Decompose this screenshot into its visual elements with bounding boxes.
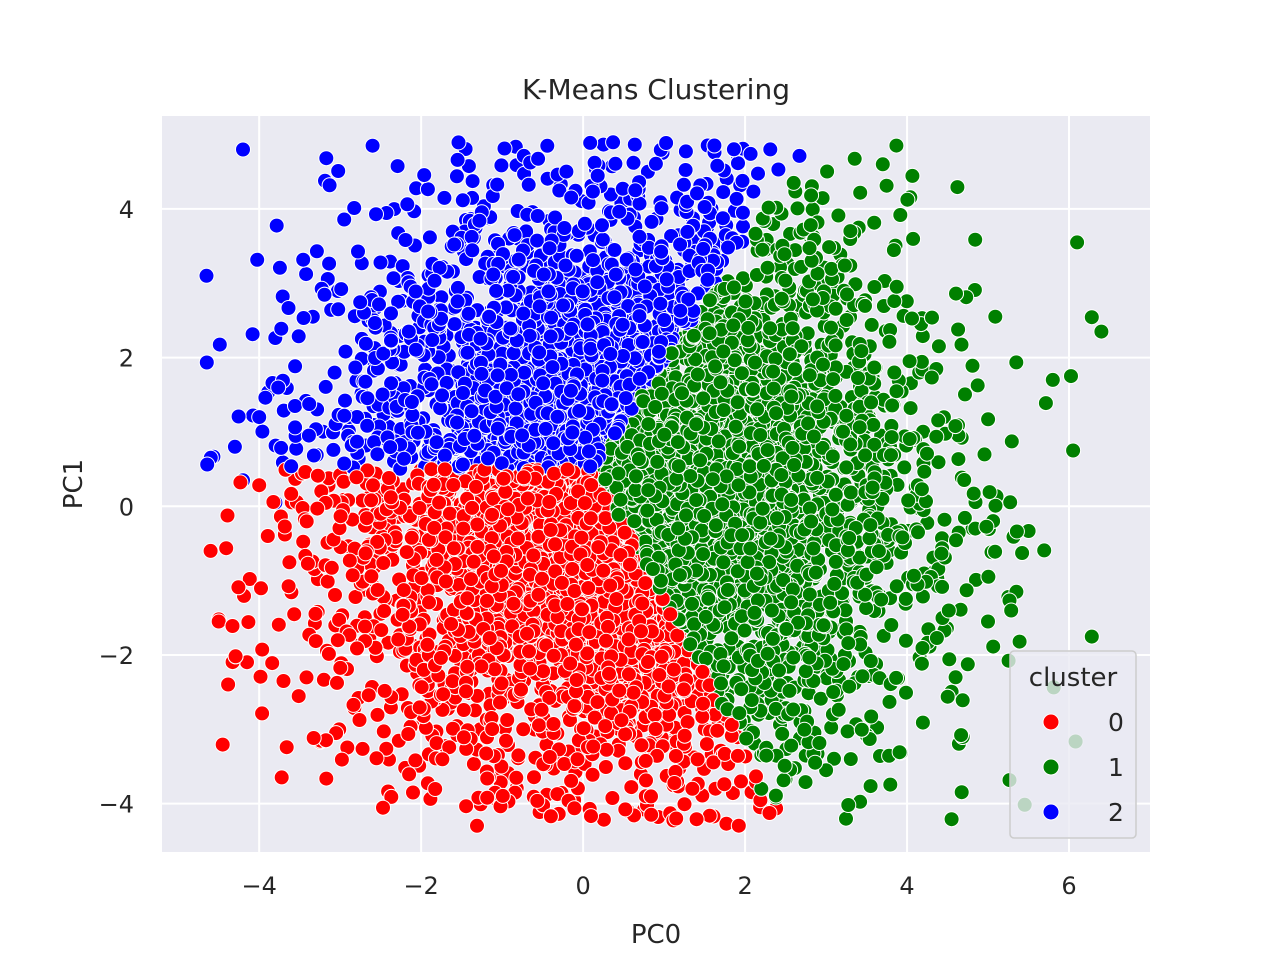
scatter-point [914, 714, 931, 731]
scatter-point [493, 157, 510, 174]
scatter-point [898, 684, 914, 701]
scatter-point [469, 817, 485, 834]
scatter-point [337, 392, 353, 409]
scatter-point [948, 532, 964, 549]
scatter-point [515, 721, 532, 738]
scatter-point [496, 140, 513, 157]
scatter-point [298, 669, 315, 686]
scatter-point [280, 300, 297, 316]
scatter-point [987, 308, 1004, 325]
scatter-point [1003, 433, 1020, 450]
scatter-point [930, 412, 947, 429]
scatter-point [959, 656, 976, 673]
scatter-point [631, 195, 648, 212]
scatter-point [638, 772, 654, 789]
scatter-point [218, 540, 235, 557]
scatter-point [698, 736, 715, 753]
scatter-point [281, 554, 298, 571]
scatter-point [198, 267, 215, 284]
scatter-point [369, 706, 386, 723]
scatter-point [449, 279, 466, 296]
scatter-point [1069, 234, 1086, 251]
scatter-point [1002, 494, 1019, 511]
scatter-point [330, 163, 347, 179]
scatter-point [317, 378, 334, 395]
scatter-point [307, 605, 324, 622]
scatter-point [419, 181, 436, 198]
scatter-point [965, 485, 982, 502]
scatter-point [863, 708, 880, 725]
scatter-point [987, 497, 1004, 514]
scatter-point [886, 293, 903, 310]
scatter-point [290, 328, 307, 345]
scatter-point [936, 511, 953, 528]
scatter-point [1011, 633, 1028, 650]
scatter-point [465, 756, 482, 772]
scatter-point [930, 338, 947, 355]
scatter-point [888, 137, 905, 154]
scatter-point [287, 358, 304, 375]
scatter-point [797, 774, 814, 791]
scatter-point [838, 312, 855, 328]
scatter-point [226, 438, 243, 455]
scatter-point [897, 632, 914, 649]
scatter-point [947, 669, 964, 686]
scatter-point [985, 638, 1002, 655]
scatter-point [913, 655, 930, 672]
scatter-point [953, 727, 970, 744]
scatter-point [1036, 542, 1053, 559]
scatter-point [676, 796, 693, 813]
data-points [198, 134, 1110, 834]
scatter-point [1008, 354, 1025, 371]
scatter-point [448, 168, 465, 185]
scatter-point [295, 533, 312, 550]
scatter-point [214, 736, 231, 753]
scatter-point [730, 155, 746, 172]
scatter-point [899, 191, 916, 208]
scatter-point [677, 143, 694, 160]
scatter-point [330, 301, 347, 318]
scatter-point [941, 651, 958, 668]
scatter-point [896, 459, 913, 476]
scatter-point [597, 759, 614, 775]
scatter-point [745, 183, 762, 200]
scatter-point [347, 589, 364, 605]
scatter-point [254, 423, 271, 440]
scatter-point [325, 441, 342, 458]
scatter-point [542, 808, 559, 825]
scatter-point [551, 182, 568, 199]
scatter-point [333, 751, 350, 768]
scatter-point [874, 156, 891, 173]
scatter-point [1044, 371, 1061, 388]
scatter-point [750, 165, 766, 182]
scatter-point [1063, 368, 1079, 385]
scatter-point [351, 712, 368, 728]
scatter-point [882, 776, 899, 793]
scatter-point [950, 451, 967, 468]
scatter-point [345, 696, 362, 713]
scatter-point [364, 137, 381, 154]
scatter-point [980, 613, 996, 630]
scatter-point [1014, 545, 1031, 561]
scatter-point [244, 326, 261, 343]
scatter-point [943, 811, 960, 828]
scatter-point [823, 719, 840, 736]
scatter-point [211, 336, 228, 353]
scatter-point [734, 172, 751, 189]
scatter-point [819, 163, 836, 180]
scatter-point [838, 810, 854, 827]
scatter-point [1083, 309, 1100, 326]
scatter-point [605, 134, 622, 151]
scatter-point [953, 784, 970, 801]
scatter-point [270, 616, 287, 633]
scatter-point [254, 641, 271, 658]
scatter-point [846, 150, 863, 167]
scatter-point [976, 446, 993, 463]
scatter-point [563, 189, 580, 206]
